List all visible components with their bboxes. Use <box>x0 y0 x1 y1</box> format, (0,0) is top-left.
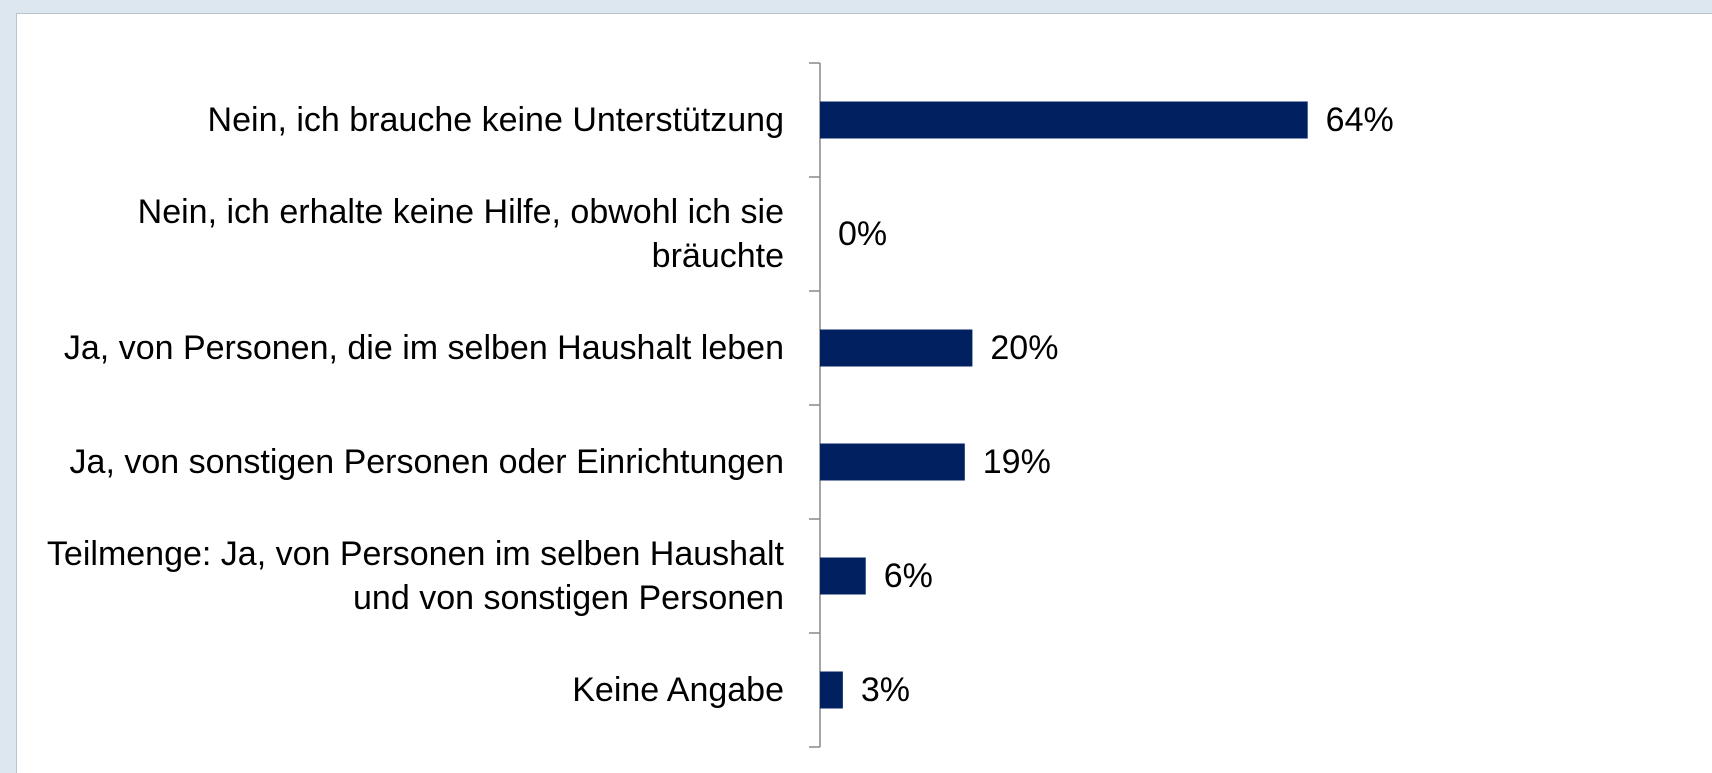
value-label: 19% <box>983 443 1051 481</box>
category-label: Nein, ich brauche keine Unterstützung <box>207 100 784 139</box>
category-label: Keine Angabe <box>572 670 784 709</box>
value-label: 20% <box>990 329 1058 367</box>
value-label: 6% <box>884 557 933 595</box>
bar <box>820 557 866 595</box>
value-label: 3% <box>861 671 910 709</box>
category-label: Teilmenge: Ja, von Personen im selben Ha… <box>46 534 784 617</box>
bar <box>820 101 1308 139</box>
category-label: Ja, von sonstigen Personen oder Einricht… <box>69 442 784 481</box>
bar <box>820 443 965 481</box>
value-label: 0% <box>838 215 887 253</box>
value-label: 64% <box>1326 101 1394 139</box>
bar <box>820 329 973 367</box>
bar <box>820 671 843 709</box>
chart-panel <box>16 13 1712 773</box>
category-label: Ja, von Personen, die im selben Haushalt… <box>63 328 784 367</box>
category-label: Nein, ich erhalte keine Hilfe, obwohl ic… <box>137 192 784 275</box>
